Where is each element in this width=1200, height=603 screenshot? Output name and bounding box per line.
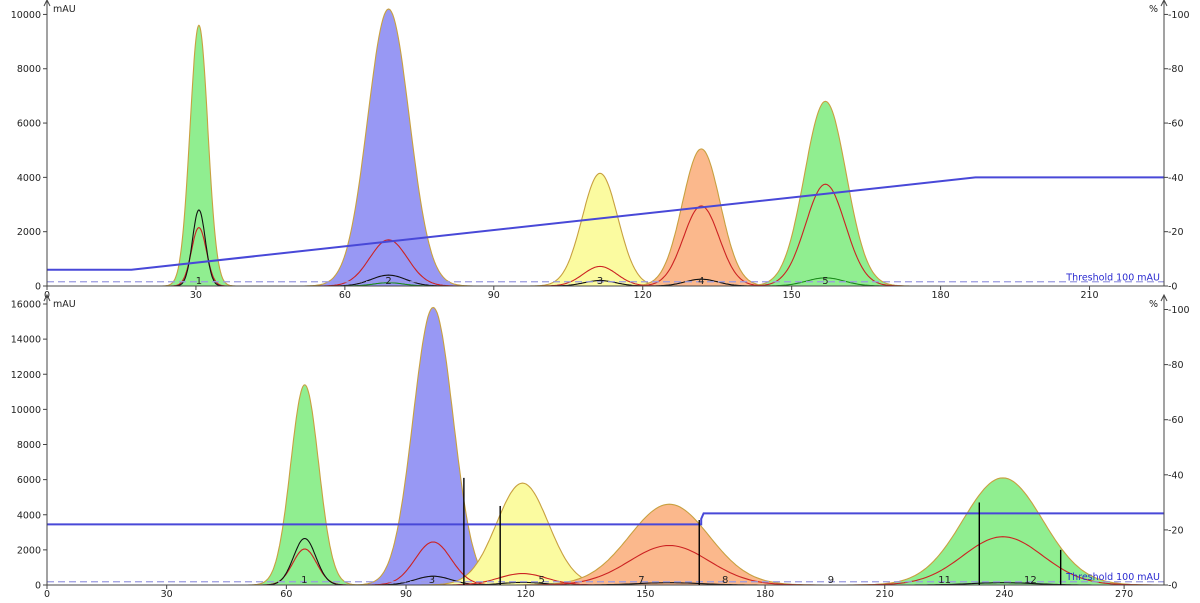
peak-area-2	[304, 8, 473, 287]
y2-tick-label: -20	[1168, 227, 1184, 238]
threshold-label: Threshold 100 mAU	[1065, 272, 1160, 283]
x-tick-label: 240	[995, 589, 1013, 599]
y2-tick-label: -20	[1168, 525, 1184, 536]
y-tick-label: 10000	[11, 405, 41, 416]
y2-tick-label: -60	[1168, 415, 1184, 426]
y2-tick-label: -60	[1168, 119, 1184, 130]
x-tick-label: 150	[636, 589, 654, 599]
fraction-label: 4	[698, 276, 704, 287]
gradient-line	[47, 176, 1164, 271]
fraction-label: 9	[828, 575, 834, 586]
x-tick-label: 180	[932, 290, 950, 301]
y2-tick-label: -40	[1168, 173, 1184, 184]
trace-line-12-0	[843, 536, 1163, 586]
x-tick-label: 150	[783, 290, 801, 301]
y2-axis-arrow	[1160, 293, 1168, 302]
y-tick-label: 6000	[17, 475, 41, 486]
fraction-label: 2	[385, 276, 391, 287]
y2-tick-label: -100	[1168, 305, 1190, 316]
fraction-label: 11	[938, 575, 951, 586]
y-tick-label: 12000	[11, 370, 41, 381]
x-tick-label: 60	[280, 589, 292, 599]
trace-line-1-1	[173, 209, 225, 287]
trace-line-1-0	[169, 227, 229, 287]
y-tick-label: 4000	[17, 510, 41, 521]
y2-axis-arrow	[1160, 0, 1168, 7]
x-tick-label: 270	[1115, 589, 1133, 599]
peak-area-12	[843, 477, 1163, 586]
peak-area-1	[162, 24, 236, 287]
fraction-label: 5	[822, 276, 828, 287]
y2-tick-label: -0	[1168, 282, 1177, 293]
trace-line-1-1	[260, 537, 350, 586]
fraction-label: 7	[638, 575, 644, 586]
fraction-label: 12	[1024, 575, 1037, 586]
y-tick-label: 4000	[17, 173, 41, 184]
fraction-label: 8	[722, 575, 728, 586]
fraction-label: 5	[538, 575, 544, 586]
y-tick-label: 6000	[17, 119, 41, 130]
y-axis-unit: mAU	[53, 4, 76, 15]
y-axis-unit: mAU	[53, 299, 76, 310]
x-tick-label: 0	[44, 589, 50, 599]
y-tick-label: 8000	[17, 64, 41, 75]
x-tick-label: 210	[876, 589, 894, 599]
trace-line-2-0	[313, 239, 464, 287]
y-tick-label: 2000	[17, 545, 41, 556]
peak-area-3	[528, 172, 672, 287]
y2-tick-label: -80	[1168, 360, 1184, 371]
gradient-line	[47, 512, 1164, 526]
peak-area-1	[248, 384, 362, 586]
y2-tick-label: -0	[1168, 581, 1177, 592]
peak-area-4	[625, 148, 777, 287]
y-tick-label: 2000	[17, 227, 41, 238]
trace-line-3-0	[361, 541, 505, 586]
y-tick-label: 8000	[17, 440, 41, 451]
x-tick-label: 90	[488, 290, 500, 301]
y-tick-label: 14000	[11, 335, 41, 346]
y-tick-label: 16000	[11, 300, 41, 311]
x-tick-label: 60	[339, 290, 351, 301]
x-tick-label: 210	[1080, 290, 1098, 301]
y-tick-label: 0	[35, 581, 41, 592]
chromatogram-panel-top: Threshold 100 mAU 1 2 3 4 5 0 2000 4000 6000 8000 1…	[11, 0, 1190, 301]
x-tick-label: 30	[190, 290, 202, 301]
trace-line-7-0	[509, 544, 829, 586]
x-tick-label: 180	[756, 589, 774, 599]
y2-tick-label: -100	[1168, 10, 1190, 21]
fraction-label: 1	[196, 276, 202, 287]
y2-axis-unit: %	[1149, 299, 1158, 310]
y2-axis-unit: %	[1149, 4, 1158, 15]
y-tick-label: 0	[35, 282, 41, 293]
y2-tick-label: -40	[1168, 470, 1184, 481]
y-axis-arrow	[43, 0, 51, 7]
threshold-label: Threshold 100 mAU	[1065, 572, 1160, 583]
x-tick-label: 120	[517, 589, 535, 599]
x-tick-label: 30	[161, 589, 173, 599]
y-axis-arrow	[43, 293, 51, 302]
fraction-label: 3	[597, 276, 603, 287]
trace-line-5-0	[746, 183, 905, 287]
x-tick-label: 90	[400, 589, 412, 599]
y-tick-label: 10000	[11, 10, 41, 21]
y2-tick-label: -80	[1168, 64, 1184, 75]
fraction-label: 3	[429, 575, 435, 586]
x-tick-label: 120	[634, 290, 652, 301]
fraction-label: 1	[301, 575, 307, 586]
trace-line-4-0	[629, 205, 773, 287]
